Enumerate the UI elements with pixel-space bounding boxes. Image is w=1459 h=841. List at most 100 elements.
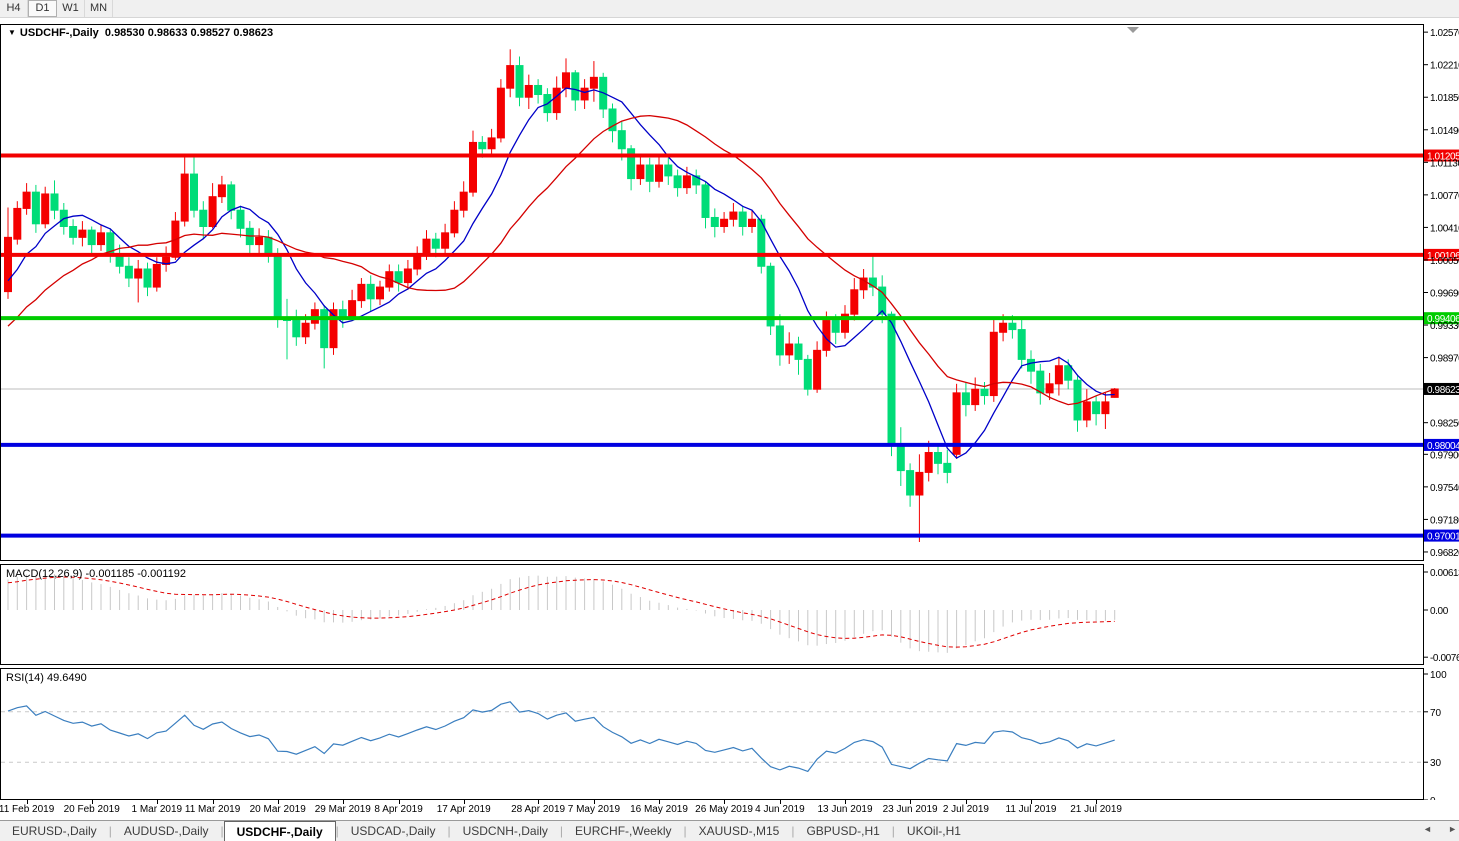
candle-body bbox=[785, 343, 794, 356]
timeframe-button-mn[interactable]: MN bbox=[85, 0, 113, 17]
candle-body bbox=[906, 470, 915, 496]
candle-body bbox=[329, 309, 338, 349]
candle-body bbox=[887, 313, 896, 446]
macd-panel-border bbox=[0, 564, 1424, 665]
price-level-badge-label: 0.97001 bbox=[1427, 532, 1459, 543]
date-axis-label: 20 Mar 2019 bbox=[249, 804, 306, 815]
tab-separator: | bbox=[335, 824, 339, 838]
candle-body bbox=[422, 238, 431, 255]
chart-title: ▼ USDCHF-,Daily 0.98530 0.98633 0.98527 0… bbox=[8, 27, 273, 39]
ma-fast-line bbox=[7, 87, 1115, 459]
chart-tab-audusd[interactable]: AUDUSD-,Daily bbox=[123, 824, 209, 838]
candle-body bbox=[1110, 388, 1119, 398]
candle-body bbox=[952, 392, 961, 455]
candle-body bbox=[357, 283, 366, 302]
chart-tab-ukoil[interactable]: UKOil-,H1 bbox=[906, 824, 961, 838]
candle-body bbox=[478, 141, 487, 150]
candle-body bbox=[1017, 329, 1026, 360]
candle-body bbox=[841, 313, 849, 333]
price-axis-label: 1.01490 bbox=[1430, 126, 1459, 137]
candle-body bbox=[152, 263, 161, 288]
timeframe-button-h4[interactable]: H4 bbox=[0, 0, 28, 17]
candle-body bbox=[450, 209, 459, 234]
price-level-badge-label: 1.01205 bbox=[1427, 152, 1459, 163]
price-axis-label: 1.01130 bbox=[1430, 158, 1459, 169]
candle-body bbox=[394, 271, 403, 284]
candle-body bbox=[348, 300, 357, 318]
symbol-dropdown-icon[interactable]: ▼ bbox=[8, 28, 16, 37]
chart-symbol-label: USDCHF-,Daily bbox=[19, 27, 99, 39]
chart-tab-usdchf[interactable]: USDCHF-,Daily bbox=[223, 821, 336, 841]
chart-tab-bar: EURUSD-,Daily | AUDUSD-,Daily | USDCHF-,Dail… bbox=[0, 820, 1459, 841]
candle-body bbox=[934, 452, 942, 464]
date-axis-label: 29 Mar 2019 bbox=[314, 804, 371, 815]
chart-tab-usdcnh[interactable]: USDCNH-,Daily bbox=[462, 824, 548, 838]
date-axis-tick bbox=[965, 800, 967, 804]
candle-body bbox=[208, 196, 217, 228]
price-chart-panel[interactable]: 1.01205 1.00106 0.99406 0.98004 0.97001 0.986… bbox=[0, 24, 1459, 561]
candle-body bbox=[757, 218, 766, 267]
price-level-badge-label: 0.99406 bbox=[1427, 314, 1459, 325]
candle-body bbox=[199, 209, 208, 228]
candle-body bbox=[4, 236, 12, 293]
date-axis-label: 1 Mar 2019 bbox=[131, 804, 183, 815]
chart-tab-usdcad[interactable]: USDCAD-,Daily bbox=[350, 824, 436, 838]
last-price-badge bbox=[1424, 382, 1459, 395]
candle-body bbox=[376, 286, 384, 300]
candle-body bbox=[217, 184, 226, 198]
candle-body bbox=[13, 207, 22, 240]
macd-axis-label: 0.00 bbox=[1430, 606, 1449, 617]
date-axis-label: 11 Feb 2019 bbox=[0, 804, 55, 815]
tab-scroll-right-icon[interactable]: ► bbox=[1448, 824, 1457, 834]
candle-body bbox=[738, 211, 747, 228]
rsi-axis-label: 70 bbox=[1430, 708, 1442, 719]
candle-body bbox=[87, 229, 96, 246]
date-axis-tick bbox=[398, 800, 400, 804]
date-axis-tick bbox=[910, 800, 912, 804]
tab-separator: | bbox=[220, 824, 224, 838]
candle-body bbox=[236, 209, 245, 229]
date-axis-label: 7 May 2019 bbox=[567, 804, 621, 815]
date-axis-label: 16 May 2019 bbox=[630, 804, 688, 815]
date-axis-tick bbox=[593, 800, 595, 804]
candle-body bbox=[589, 76, 598, 89]
tab-scroll-left-icon[interactable]: ◄ bbox=[1423, 824, 1432, 834]
price-level-badge bbox=[1424, 149, 1459, 162]
date-axis-tick bbox=[659, 800, 660, 804]
candle-body bbox=[459, 191, 468, 211]
candle-body bbox=[1045, 383, 1054, 394]
timeframe-button-d1[interactable]: D1 bbox=[28, 0, 57, 17]
main-panel-border bbox=[0, 24, 1424, 561]
chart-tab-xauusd[interactable]: XAUUSD-,M15 bbox=[698, 824, 780, 838]
candle-body bbox=[766, 265, 775, 327]
date-axis-label: 4 Jun 2019 bbox=[755, 804, 805, 815]
candle-body bbox=[1092, 401, 1101, 415]
candle-body bbox=[273, 253, 282, 320]
candle-body bbox=[859, 277, 868, 291]
chart-tab-eurchf[interactable]: EURCHF-,Weekly bbox=[575, 824, 672, 838]
chart-tab-gbpusd[interactable]: GBPUSD-,H1 bbox=[806, 824, 880, 838]
rsi-indicator-panel[interactable]: 100 70 30 0 RSI(14) 49.6490 bbox=[0, 668, 1459, 800]
chart-shift-marker-icon[interactable] bbox=[1127, 27, 1139, 33]
timeframe-button-w1[interactable]: W1 bbox=[57, 0, 85, 17]
date-axis-label: 26 May 2019 bbox=[695, 804, 753, 815]
rsi-axis-label: 30 bbox=[1430, 758, 1442, 769]
chart-tab-eurusd[interactable]: EURUSD-,Daily bbox=[12, 824, 97, 838]
candle-body bbox=[403, 268, 412, 284]
timeframe-toolbar: H4 D1 W1 MN bbox=[0, 0, 1459, 18]
candle-body bbox=[831, 320, 840, 333]
candle-body bbox=[301, 322, 310, 338]
candle-body bbox=[134, 268, 143, 279]
candle-body bbox=[22, 191, 31, 209]
macd-indicator-panel[interactable]: 0.00613 0.00 -0.00761 MACD(12,26,9) -0.001… bbox=[0, 564, 1459, 665]
tab-scroll-arrows: ◄ ► bbox=[1423, 824, 1457, 834]
candle-body bbox=[961, 392, 970, 406]
date-axis-tick bbox=[845, 800, 846, 804]
